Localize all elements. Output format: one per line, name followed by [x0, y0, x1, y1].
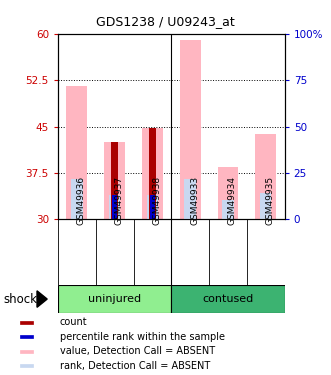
FancyBboxPatch shape	[58, 285, 171, 313]
Bar	[149, 128, 156, 219]
Bar	[112, 195, 117, 219]
Text: shock: shock	[3, 292, 37, 306]
Text: GSM49934: GSM49934	[228, 176, 237, 225]
Bar	[222, 200, 234, 219]
Text: percentile rank within the sample: percentile rank within the sample	[60, 332, 224, 342]
Bar	[142, 128, 163, 219]
Bar	[109, 195, 120, 219]
Text: GDS1238 / U09243_at: GDS1238 / U09243_at	[96, 15, 235, 28]
Text: GSM49938: GSM49938	[152, 176, 162, 225]
Bar	[67, 86, 87, 219]
Bar	[112, 142, 118, 219]
Bar	[256, 134, 276, 219]
Bar	[217, 167, 238, 219]
Text: rank, Detection Call = ABSENT: rank, Detection Call = ABSENT	[60, 361, 210, 371]
Bar	[20, 321, 33, 324]
Text: uninjured: uninjured	[88, 294, 141, 304]
Bar	[184, 179, 196, 219]
Bar	[150, 195, 155, 219]
Text: GSM49933: GSM49933	[190, 176, 199, 225]
Bar	[20, 350, 33, 353]
Bar	[20, 335, 33, 338]
Text: count: count	[60, 317, 87, 327]
Bar	[104, 142, 125, 219]
Bar	[71, 179, 82, 219]
Text: value, Detection Call = ABSENT: value, Detection Call = ABSENT	[60, 346, 215, 356]
Bar	[180, 40, 201, 219]
Text: contused: contused	[202, 294, 254, 304]
Bar	[260, 194, 271, 219]
Bar	[20, 364, 33, 368]
Text: GSM49937: GSM49937	[115, 176, 123, 225]
Text: GSM49936: GSM49936	[77, 176, 86, 225]
Text: GSM49935: GSM49935	[266, 176, 275, 225]
FancyBboxPatch shape	[171, 285, 285, 313]
Bar	[147, 195, 158, 219]
